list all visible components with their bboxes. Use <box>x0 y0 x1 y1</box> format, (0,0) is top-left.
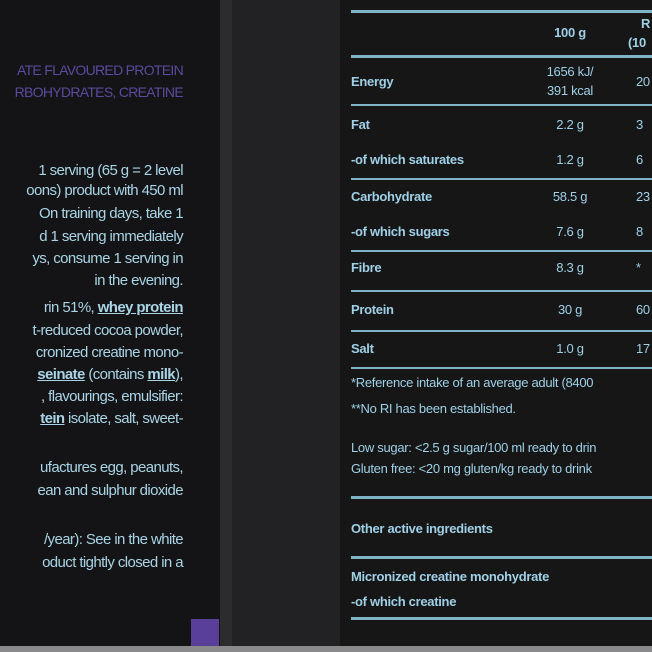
text-segment: oons) product with 450 ml <box>26 182 183 199</box>
ingredient-text-line: ys, consume 1 serving in <box>32 250 183 267</box>
bottom-edge <box>0 646 652 652</box>
allergen-text: seinate <box>37 366 85 383</box>
nutrition-table-panel <box>340 0 652 646</box>
nutrient-value: 1.2 g <box>556 152 584 167</box>
footnote: *Reference intake of an average adult (8… <box>351 375 594 390</box>
text-segment: , flavourings, emulsifier: <box>41 388 184 405</box>
text-segment: cronized creatine mono- <box>35 344 184 361</box>
header-per-100g: 100 g <box>554 25 586 40</box>
text-segment: t-reduced cocoa powder, <box>32 322 184 339</box>
nutrient-label: Carbohydrate <box>351 189 432 204</box>
allergen-text: whey protein <box>97 299 184 316</box>
claim: Low sugar: <2.5 g sugar/100 ml ready to … <box>351 440 597 455</box>
nutrient-value: 391 kcal <box>546 83 594 98</box>
ingredient-text-line: in the evening. <box>94 272 183 289</box>
nutrient-label: Fibre <box>351 260 382 275</box>
nutrient-value: 58.5 g <box>552 189 588 204</box>
nutrient-ri-value: 6 <box>636 152 643 167</box>
nutrient-ri-value: 20 <box>636 74 650 89</box>
product-heading-line: RBOHYDRATES, CREATINE <box>14 84 184 100</box>
text-segment: /year): See in the white <box>43 531 184 548</box>
other-ingredients-heading: Other active ingredients <box>351 521 493 536</box>
nutrient-value: 30 g <box>557 302 583 317</box>
product-heading-line: ATE FLAVOURED PROTEIN <box>16 62 184 78</box>
ingredient-text-line: On training days, take 1 <box>38 205 184 222</box>
text-segment: isolate, salt, sweet- <box>64 410 184 427</box>
table-divider <box>351 330 652 332</box>
ingredient-text-line: ufactures egg, peanuts, <box>40 459 184 476</box>
package-side-panel <box>232 0 340 646</box>
footnote: **No RI has been established. <box>351 401 516 416</box>
table-divider <box>351 250 652 252</box>
ingredient-text-line: ean and sulphur dioxide <box>38 482 184 499</box>
left-label-panel: ATE FLAVOURED PROTEIN RBOHYDRATES, CREAT… <box>0 0 220 646</box>
ingredient-text-line: cronized creatine mono- <box>35 344 184 361</box>
table-divider <box>351 367 652 369</box>
text-segment: rin 51%, <box>43 299 98 316</box>
nutrient-ri-value: 17 <box>636 341 650 356</box>
nutrient-label: -of which sugars <box>351 224 450 239</box>
text-segment: (contains <box>84 366 148 383</box>
text-segment: ), <box>175 366 184 383</box>
ingredient-text-line: oduct tightly closed in a <box>42 554 184 571</box>
nutrient-ri-value: * <box>636 260 641 275</box>
header-ri-sub: (10 <box>628 35 646 50</box>
table-divider <box>351 290 652 292</box>
ingredient-text-line: tein isolate, salt, sweet- <box>40 410 183 427</box>
text-segment: ys, consume 1 serving in <box>32 250 183 267</box>
ingredient-text-line: d 1 serving immediately <box>39 228 183 245</box>
text-segment: ean and sulphur dioxide <box>37 482 184 499</box>
nutrient-label: -of which saturates <box>351 152 464 167</box>
ingredient-text-line: , flavourings, emulsifier: <box>41 388 184 405</box>
nutrient-label: Protein <box>351 302 394 317</box>
nutrient-label: Salt <box>351 341 374 356</box>
text-segment: On training days, take 1 <box>38 205 184 222</box>
allergen-text: tein <box>40 410 65 427</box>
header-ri: R <box>641 16 651 31</box>
nutrient-label: Fat <box>351 117 370 132</box>
nutrient-value: 1656 kJ/ <box>546 64 594 79</box>
ingredient-text-line: /year): See in the white <box>43 531 184 548</box>
ingredient-text-line: t-reduced cocoa powder, <box>32 322 184 339</box>
text-segment: in the evening. <box>94 272 183 289</box>
other-ingredient-row: Micronized creatine monohydrate <box>351 569 550 584</box>
text-segment: 1 serving (65 g = 2 level <box>38 162 183 179</box>
ingredient-text-line: seinate (contains milk), <box>37 366 183 383</box>
claim: Gluten free: <20 mg gluten/kg ready to d… <box>351 461 592 476</box>
nutrient-value: 7.6 g <box>556 224 584 239</box>
text-segment: oduct tightly closed in a <box>42 554 184 571</box>
nutrient-ri-value: 60 <box>636 302 650 317</box>
nutrient-label: Energy <box>351 74 394 89</box>
package-gap <box>220 0 232 646</box>
text-segment: d 1 serving immediately <box>39 228 183 245</box>
nutrient-ri-value: 23 <box>636 189 650 204</box>
ingredient-text-line: oons) product with 450 ml <box>26 182 183 199</box>
purple-color-swatch <box>191 619 219 646</box>
nutrient-ri-value: 8 <box>636 224 643 239</box>
other-ingredient-row: -of which creatine <box>351 594 457 609</box>
ingredient-text-line: rin 51%, whey protein <box>43 299 184 316</box>
nutrient-ri-value: 3 <box>636 117 643 132</box>
table-divider <box>351 178 652 180</box>
ingredient-text-line: 1 serving (65 g = 2 level <box>38 162 183 179</box>
nutrient-value: 2.2 g <box>556 117 584 132</box>
table-divider <box>351 104 652 106</box>
nutrient-value: 1.0 g <box>556 341 584 356</box>
nutrient-value: 8.3 g <box>556 260 584 275</box>
allergen-text: milk <box>147 366 176 383</box>
text-segment: ufactures egg, peanuts, <box>40 459 184 476</box>
